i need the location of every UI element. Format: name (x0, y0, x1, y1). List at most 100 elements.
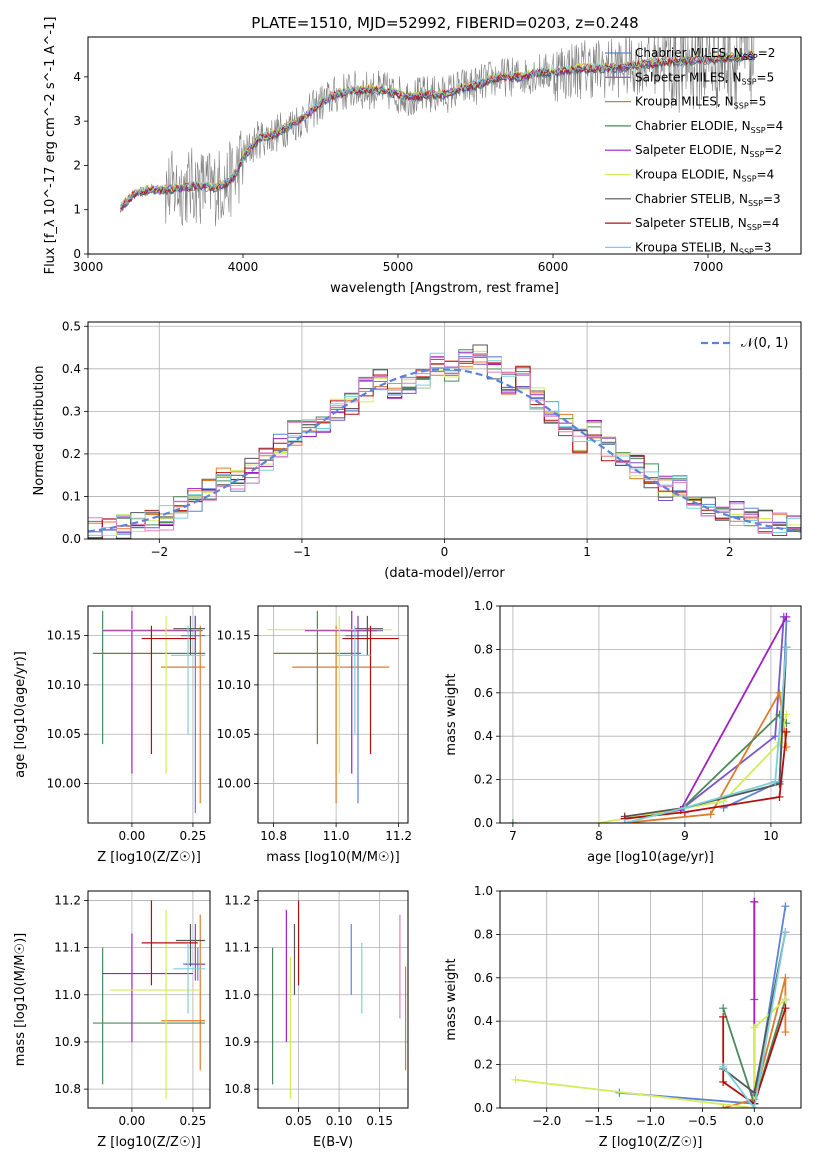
x-tick-label: 1 (583, 545, 591, 559)
x-tick-label: −0.5 (688, 1114, 717, 1128)
y-tick-label: 3 (73, 114, 81, 128)
x-axis-label: (data-model)/error (384, 566, 505, 581)
y-axis-label: mass [log10(M/M☉)] (13, 933, 28, 1066)
x-axis-label: Z [log10(Z/Z☉)] (599, 1135, 703, 1150)
y-axis-label: mass weight (444, 958, 459, 1040)
weight-line-kroupa_stelib (722, 932, 787, 1108)
y-tick-label: 10.8 (54, 1082, 81, 1096)
x-tick-label: 0.10 (326, 1114, 353, 1128)
axes-frame (257, 605, 409, 824)
y-tick-label: 10.15 (47, 629, 81, 643)
x-tick-label: 0.15 (366, 1114, 393, 1128)
panel-spectrum: 3000 4000 5000 6000 7000 0 1 2 3 4 wavelength [Ang… (43, 17, 802, 296)
figure-title: PLATE=1510, MJD=52992, FIBERID=0203, z=0… (251, 14, 638, 32)
y-tick-label: 11.1 (224, 941, 251, 955)
y-tick-label: 0.2 (474, 773, 493, 787)
axes-frame (87, 36, 802, 255)
y-axis-label: age [log10(age/yr)] (13, 651, 28, 778)
y-tick-label: 0.2 (474, 1058, 493, 1072)
weight-marker (719, 1104, 728, 1108)
weight-marker (511, 1075, 520, 1084)
weight-marker (781, 1004, 790, 1013)
y-tick-label: 10.9 (54, 1035, 81, 1049)
plot-area (500, 606, 801, 823)
panel-age_vs_Z: 0.00 0.25 10.00 10.05 10.10 10.15 Z [log10(Z/Z… (13, 605, 211, 865)
y-tick-label: 0.8 (474, 642, 493, 656)
weight-marker (781, 902, 790, 911)
y-tick-label: 0.4 (474, 1014, 493, 1028)
weight-marker (508, 819, 517, 823)
weight-line-salpeter_stelib (624, 731, 788, 820)
weight-marker (781, 1028, 790, 1037)
x-tick-label: −1 (293, 545, 311, 559)
y-tick-label: 0.0 (474, 816, 493, 830)
y-axis-label: mass weight (444, 673, 459, 755)
weight-marker (782, 727, 791, 736)
y-tick-label: 10.05 (47, 727, 81, 741)
weight-line-kroupa_stelib (624, 647, 788, 823)
panel-age_vs_mass: 10.8 11.0 11.2 10.00 10.05 10.10 10.15 mass [lo… (217, 605, 412, 865)
hist-pink (88, 354, 801, 534)
x-tick-label: −1.0 (636, 1114, 665, 1128)
weight-line-chabrier_stelib (624, 647, 788, 818)
axes-frame (499, 890, 802, 1109)
panel-residuals: −2 −1 0 1 2 0.0 0.1 0.2 0.3 0.4 0.5 (data-model)/er… (32, 319, 802, 581)
weight-marker (750, 897, 759, 906)
y-tick-label: 0.3 (62, 404, 81, 418)
y-tick-label: 1.0 (474, 599, 493, 613)
legend-label: 𝒩(0, 1) (741, 336, 788, 351)
weight-marker (771, 732, 780, 741)
x-tick-label: 10.8 (260, 829, 287, 843)
x-tick-label: 0 (441, 545, 449, 559)
weight-marker (781, 995, 790, 1004)
x-tick-label: 9 (681, 829, 689, 843)
weight-marker (750, 1104, 759, 1108)
x-axis-label: Z [log10(Z/Z☉)] (97, 1135, 201, 1150)
y-tick-label: 11.2 (224, 893, 251, 907)
legend: 𝒩(0, 1) (701, 336, 788, 351)
legend-label: Salpeter MILES, NSSP=5 (635, 70, 774, 86)
panel-mass_vs_Z: 0.00 0.25 10.8 10.9 11.0 11.1 11.2 Z [log10(Z/Z… (13, 890, 211, 1150)
y-tick-label: 0.4 (62, 362, 81, 376)
panel-weight_vs_Z: −2.0 −1.5 −1.0 −0.5 0.0 0.0 0.2 0.4 0.6 0.8 1.0 Z [… (444, 884, 802, 1150)
axes-frame (499, 605, 802, 824)
x-tick-label: 0.25 (180, 1114, 207, 1128)
y-tick-label: 10.10 (47, 678, 81, 692)
legend-label: Kroupa MILES, NSSP=5 (635, 95, 766, 111)
weight-marker (782, 612, 791, 621)
x-axis-label: age [log10(age/yr)] (587, 850, 714, 865)
x-tick-label: 7000 (693, 260, 724, 274)
weight-line-salpeter_stelib (722, 1007, 787, 1106)
x-tick-label: 5000 (383, 260, 414, 274)
y-tick-label: 10.8 (224, 1082, 251, 1096)
weight-marker (771, 777, 780, 786)
y-tick-label: 1 (73, 203, 81, 217)
weight-marker (719, 1012, 728, 1021)
plot-area (88, 891, 210, 1108)
axes-frame (87, 605, 211, 824)
y-tick-label: 10.05 (217, 727, 251, 741)
panel-weight_vs_age: 7 8 9 10 0.0 0.2 0.4 0.6 0.8 1.0 age [log10(age/yr… (444, 599, 802, 865)
y-tick-label: 0.5 (62, 319, 81, 333)
x-tick-label: 0.05 (285, 1114, 312, 1128)
axes-frame (87, 890, 211, 1109)
axes-frame (257, 890, 409, 1109)
y-tick-label: 0.4 (474, 729, 493, 743)
plot-area (258, 891, 408, 1108)
y-tick-label: 11.0 (224, 988, 251, 1002)
x-axis-label: E(B-V) (313, 1135, 353, 1150)
y-tick-label: 0.2 (62, 447, 81, 461)
legend-label: Chabrier ELODIE, NSSP=4 (635, 119, 783, 135)
x-tick-label: 8 (595, 829, 603, 843)
x-tick-label: 3000 (73, 260, 104, 274)
x-tick-label: −1.5 (584, 1114, 613, 1128)
x-tick-label: 0.00 (119, 829, 146, 843)
weight-marker (719, 1004, 728, 1013)
y-tick-label: 0.6 (474, 686, 493, 700)
weight-marker (706, 810, 715, 819)
plot-area (120, 37, 755, 227)
x-tick-label: 2 (726, 545, 734, 559)
weight-marker (620, 819, 629, 823)
panel-mass_vs_ebv: 0.05 0.10 0.15 10.8 10.9 11.0 11.1 11.2 E(B-V) (224, 890, 409, 1150)
